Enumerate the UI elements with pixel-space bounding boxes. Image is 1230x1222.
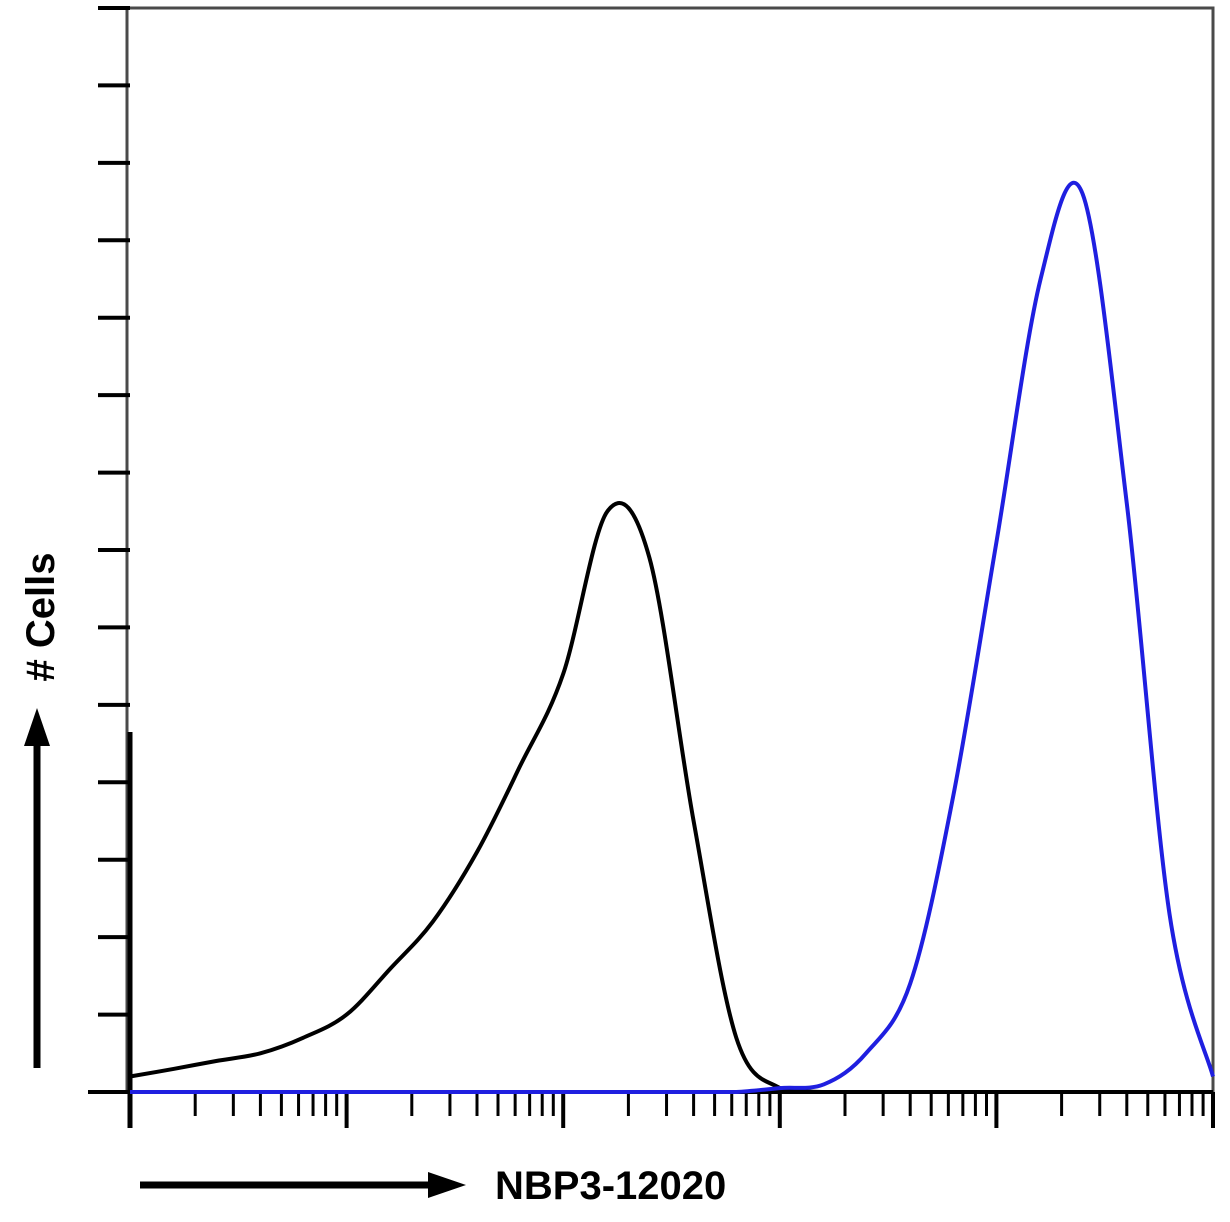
- y-axis-ticks: [98, 6, 130, 1017]
- series-1-line: [129, 501, 1213, 1094]
- plot-frame: [125, 6, 1215, 1094]
- series-2-line: [130, 180, 1215, 1094]
- y-axis-label: # Cells: [19, 553, 63, 682]
- x-axis-arrow: [140, 1172, 466, 1198]
- x-axis-ticks: [128, 1092, 1215, 1128]
- y-axis-arrow: [24, 708, 50, 1068]
- series-layer: [129, 180, 1215, 1094]
- x-axis-label: NBP3-12020: [495, 1164, 726, 1208]
